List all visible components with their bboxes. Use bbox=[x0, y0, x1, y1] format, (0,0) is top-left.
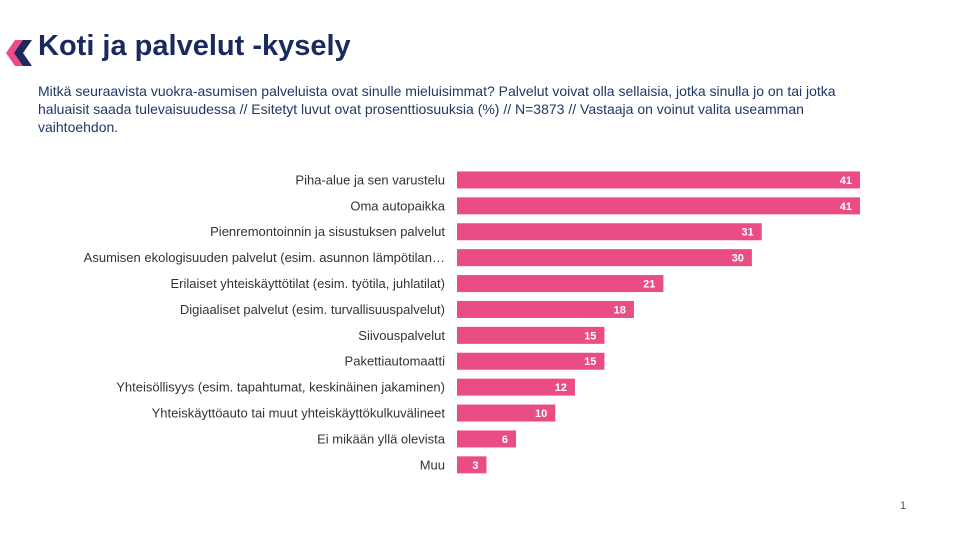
bar bbox=[457, 326, 605, 344]
bar bbox=[457, 378, 575, 396]
subtitle: Mitkä seuraavista vuokra-asumisen palvel… bbox=[38, 83, 836, 135]
value-label: 10 bbox=[535, 408, 547, 420]
bar bbox=[457, 275, 664, 293]
bar bbox=[457, 352, 605, 370]
value-label: 3 bbox=[472, 460, 478, 472]
value-label: 18 bbox=[614, 304, 626, 316]
bar bbox=[457, 456, 487, 474]
category-label: Asumisen ekologisuuden palvelut (esim. a… bbox=[84, 250, 445, 265]
category-label: Oma autopaikka bbox=[350, 198, 445, 213]
category-label: Muu bbox=[420, 457, 445, 472]
value-label: 30 bbox=[732, 253, 744, 265]
logo bbox=[6, 40, 32, 66]
value-label: 12 bbox=[555, 382, 567, 394]
category-label: Yhteiskäyttöauto tai muut yhteiskäyttöku… bbox=[152, 405, 446, 420]
page-number: 1 bbox=[900, 500, 907, 512]
value-label: 6 bbox=[502, 434, 508, 446]
bar bbox=[457, 404, 556, 422]
bar bbox=[457, 249, 752, 267]
slide-title: Koti ja palvelut -kysely bbox=[38, 30, 351, 62]
category-label: Pienremontoinnin ja sisustuksen palvelut bbox=[210, 224, 445, 239]
category-label: Ei mikään yllä olevista bbox=[317, 431, 446, 446]
value-label: 31 bbox=[741, 227, 753, 239]
category-label: Siivouspalvelut bbox=[358, 328, 445, 343]
bar bbox=[457, 223, 762, 241]
category-label: Erilaiset yhteiskäyttötilat (esim. työti… bbox=[170, 276, 445, 291]
category-label: Yhteisöllisyys (esim. tapahtumat, keskin… bbox=[116, 380, 445, 395]
bar bbox=[457, 197, 860, 215]
bar bbox=[457, 300, 634, 318]
value-label: 15 bbox=[584, 356, 596, 368]
category-label: Piha-alue ja sen varustelu bbox=[295, 172, 445, 187]
category-label: Digiaaliset palvelut (esim. turvallisuus… bbox=[180, 302, 445, 317]
value-label: 41 bbox=[840, 175, 852, 187]
value-label: 15 bbox=[584, 330, 596, 342]
value-label: 41 bbox=[840, 201, 852, 213]
value-label: 21 bbox=[643, 278, 655, 290]
bar bbox=[457, 430, 516, 448]
bar bbox=[457, 171, 860, 189]
category-label: Pakettiautomaatti bbox=[345, 354, 446, 369]
